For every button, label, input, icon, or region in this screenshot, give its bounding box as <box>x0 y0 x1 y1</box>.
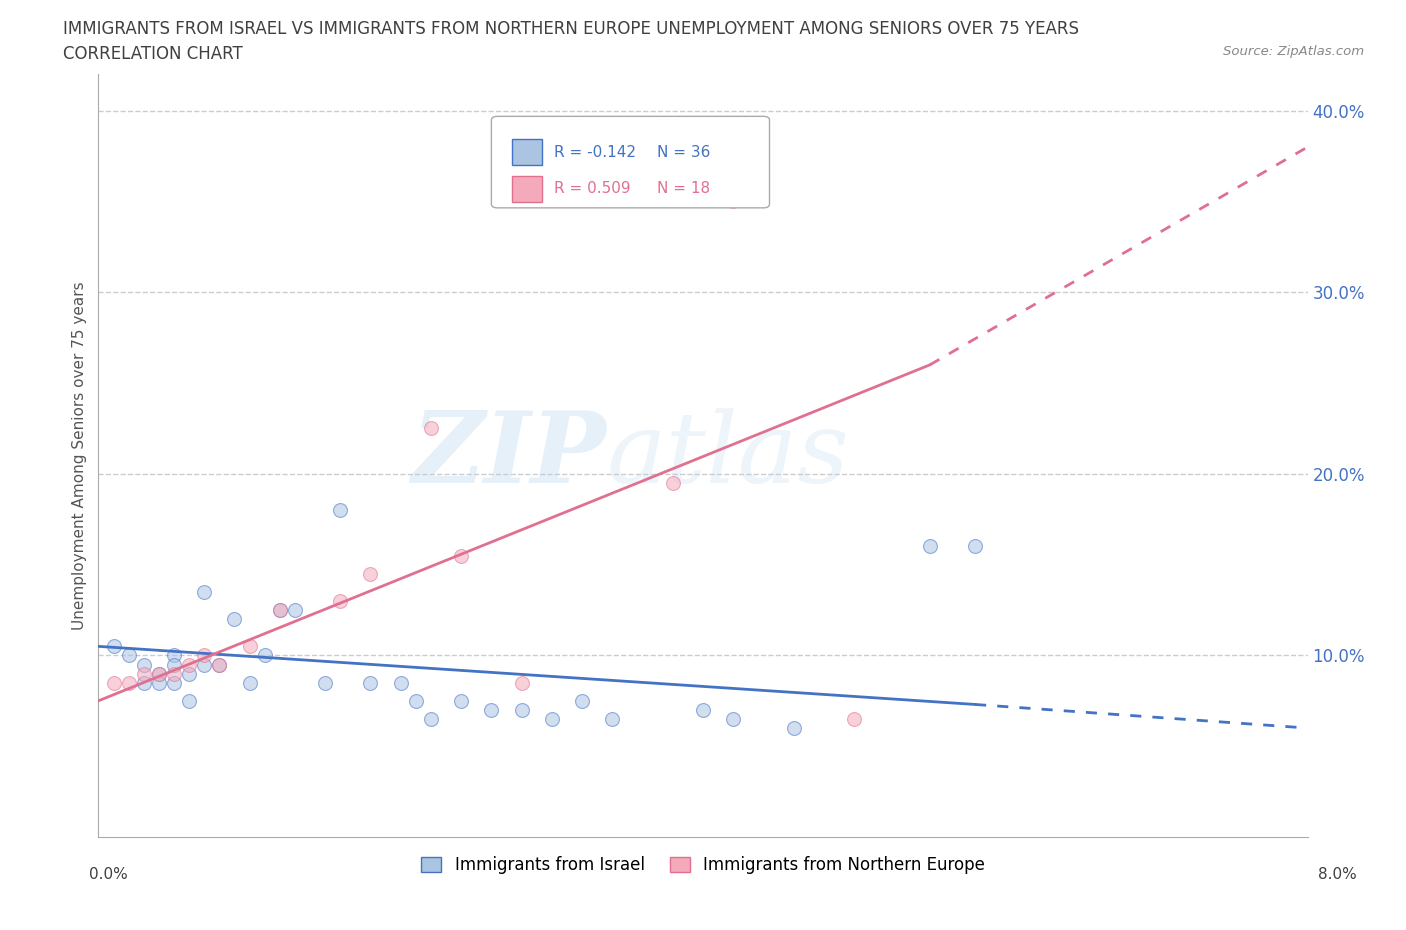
Point <box>661 475 683 490</box>
Point <box>163 675 186 690</box>
Y-axis label: Unemployment Among Seniors over 75 years: Unemployment Among Seniors over 75 years <box>72 282 87 630</box>
Point <box>163 666 186 681</box>
Point <box>540 711 562 726</box>
Point <box>844 711 866 726</box>
Point <box>360 566 382 581</box>
Point <box>918 539 941 554</box>
Point <box>148 666 170 681</box>
Point <box>193 658 215 672</box>
Point <box>284 603 307 618</box>
Point <box>692 702 714 717</box>
Point <box>224 612 246 627</box>
Point <box>163 658 186 672</box>
Point <box>783 721 806 736</box>
Point <box>389 675 412 690</box>
Point <box>193 584 215 599</box>
Point <box>118 648 141 663</box>
Text: R = -0.142: R = -0.142 <box>554 144 637 160</box>
Legend: Immigrants from Israel, Immigrants from Northern Europe: Immigrants from Israel, Immigrants from … <box>422 857 984 874</box>
Point <box>132 658 155 672</box>
Point <box>420 711 443 726</box>
Point <box>571 694 593 709</box>
Point <box>239 675 262 690</box>
Point <box>103 639 125 654</box>
Point <box>723 194 745 209</box>
Point <box>132 675 155 690</box>
Point <box>163 648 186 663</box>
Point <box>179 658 201 672</box>
Text: Source: ZipAtlas.com: Source: ZipAtlas.com <box>1223 45 1364 58</box>
Point <box>965 539 987 554</box>
Point <box>510 675 533 690</box>
Point <box>329 593 352 608</box>
Point <box>405 694 427 709</box>
Point <box>179 666 201 681</box>
Point <box>420 421 443 436</box>
Point <box>253 648 276 663</box>
Point <box>179 694 201 709</box>
Point <box>723 711 745 726</box>
Point <box>510 702 533 717</box>
Point <box>269 603 291 618</box>
Text: 0.0%: 0.0% <box>89 867 128 882</box>
Point <box>193 648 215 663</box>
FancyBboxPatch shape <box>492 116 769 208</box>
Point <box>132 666 155 681</box>
Point <box>450 548 472 563</box>
Text: CORRELATION CHART: CORRELATION CHART <box>63 45 243 62</box>
Point <box>208 658 231 672</box>
Text: 8.0%: 8.0% <box>1317 867 1357 882</box>
Point <box>329 503 352 518</box>
Text: N = 18: N = 18 <box>657 181 710 196</box>
Point <box>360 675 382 690</box>
Text: IMMIGRANTS FROM ISRAEL VS IMMIGRANTS FROM NORTHERN EUROPE UNEMPLOYMENT AMONG SEN: IMMIGRANTS FROM ISRAEL VS IMMIGRANTS FRO… <box>63 20 1080 38</box>
Point <box>450 694 472 709</box>
Point <box>103 675 125 690</box>
Text: N = 36: N = 36 <box>657 144 710 160</box>
Point <box>602 711 624 726</box>
Text: ZIP: ZIP <box>412 407 606 504</box>
Point <box>148 666 170 681</box>
FancyBboxPatch shape <box>512 177 543 202</box>
Point <box>481 702 503 717</box>
Text: R = 0.509: R = 0.509 <box>554 181 631 196</box>
Point <box>314 675 336 690</box>
Point <box>148 675 170 690</box>
Point <box>208 658 231 672</box>
Text: atlas: atlas <box>606 408 849 503</box>
Point <box>239 639 262 654</box>
FancyBboxPatch shape <box>512 140 543 165</box>
Point <box>118 675 141 690</box>
Point <box>269 603 291 618</box>
